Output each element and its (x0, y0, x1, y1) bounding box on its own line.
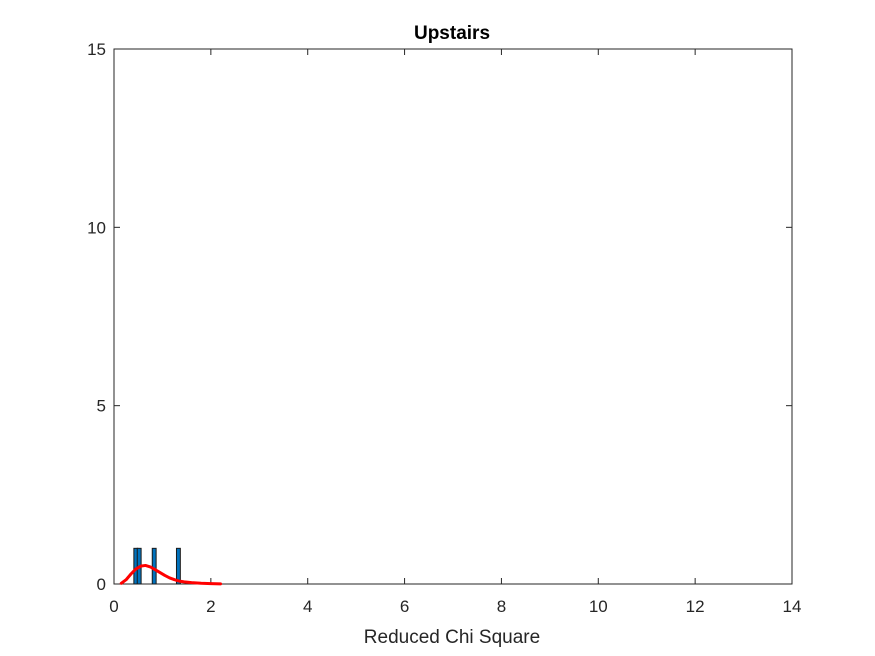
x-tick-label: 14 (783, 597, 802, 616)
x-tick-label: 2 (206, 597, 215, 616)
x-tick-label: 10 (589, 597, 608, 616)
y-tick-label: 10 (87, 218, 106, 237)
fit-curve-line (119, 563, 223, 586)
y-tick-label: 15 (87, 40, 106, 59)
y-tick-label: 5 (97, 397, 106, 416)
axes-box (113, 48, 793, 585)
histogram-bar (175, 547, 181, 585)
plot-area: 0 2 4 6 8 10 12 14 0 5 10 15 (87, 40, 801, 616)
y-tick-label: 0 (97, 575, 106, 594)
x-tick-label: 4 (303, 597, 312, 616)
chart-title: Upstairs (414, 23, 490, 44)
histogram-bar (151, 547, 157, 585)
x-tick-label: 6 (400, 597, 409, 616)
x-tick-label: 12 (686, 597, 705, 616)
x-tick-label: 8 (497, 597, 506, 616)
x-axis-label: Reduced Chi Square (364, 627, 540, 648)
x-tick-label: 0 (109, 597, 118, 616)
